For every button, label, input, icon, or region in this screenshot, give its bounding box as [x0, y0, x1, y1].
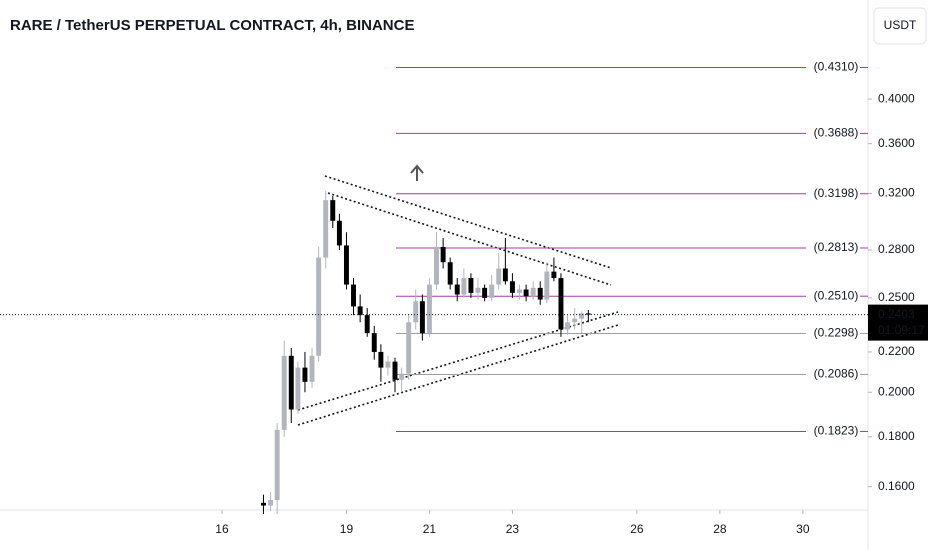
candle-body [537, 287, 543, 300]
candle-body [392, 361, 398, 380]
y-tick-label: 0.1600 [878, 479, 915, 493]
candle-body [336, 220, 342, 246]
y-tick-label: 0.3200 [878, 186, 915, 200]
candle-body [406, 322, 412, 374]
candle-body [364, 315, 370, 334]
level-label: (0.2813) [814, 240, 859, 254]
candle-body [530, 287, 536, 297]
arrow-head [410, 164, 424, 174]
y-tick-label: 0.2800 [878, 242, 915, 256]
y-tick-label: 0.2500 [878, 290, 915, 304]
candle-body [585, 313, 591, 315]
currency-button-frame[interactable] [873, 7, 927, 45]
countdown-label: 01:09:17 [878, 323, 925, 337]
candle-body [378, 351, 384, 368]
y-tick-label: 0.2000 [878, 384, 915, 398]
candle-body [323, 200, 329, 258]
level-label: (0.3688) [814, 126, 859, 140]
up-arrow [410, 164, 424, 181]
x-tick-label: 26 [630, 522, 644, 536]
candle-body [475, 287, 481, 293]
candle-body [426, 284, 432, 334]
candle-body [385, 361, 391, 368]
level-label: (0.1823) [814, 424, 859, 438]
x-tick-label: 28 [713, 522, 727, 536]
y-tick-label: 0.2200 [878, 344, 915, 358]
candle-body [565, 322, 571, 330]
candle-body [572, 318, 578, 323]
candle-body [496, 268, 502, 285]
candle-body [489, 284, 495, 298]
level-label: (0.2510) [814, 288, 859, 302]
candle-body [357, 306, 363, 316]
trend-line [327, 192, 612, 286]
candle-body [309, 355, 315, 382]
candle-body [544, 271, 550, 300]
trend-line [297, 311, 619, 411]
candle-body [399, 373, 405, 380]
last-price-label: 0.2403 [878, 307, 915, 321]
candle-body [447, 262, 453, 285]
candle-body [440, 246, 446, 263]
last-price-box [868, 304, 928, 341]
x-tick-label: 23 [506, 522, 520, 536]
x-tick-label: 30 [796, 522, 810, 536]
y-tick-label: 0.3600 [878, 136, 915, 150]
x-tick-label: 19 [340, 522, 354, 536]
level-label: (0.2086) [814, 367, 859, 381]
candle-body [419, 301, 425, 334]
candle-body [274, 429, 280, 501]
candle-body [343, 245, 349, 285]
candle-body [295, 367, 301, 410]
currency-label[interactable]: USDT [884, 18, 917, 32]
candle-body [371, 333, 377, 352]
candle-body [502, 268, 508, 282]
candle-body [461, 278, 467, 295]
trend-line [297, 324, 619, 426]
candle-body [434, 246, 439, 285]
candle-body [316, 257, 322, 356]
level-label: (0.2298) [814, 326, 859, 340]
trend-lines [297, 175, 619, 426]
candle-body [302, 367, 308, 382]
candle-body [330, 200, 336, 221]
x-tick-label: 16 [215, 522, 229, 536]
candle-body [413, 301, 419, 323]
candle-body [579, 313, 585, 319]
currency-button[interactable]: USDT [873, 7, 927, 45]
x-tick-label: 21 [423, 522, 437, 536]
level-label: (0.3198) [814, 186, 859, 200]
candle-body [558, 278, 564, 330]
candle-body [482, 287, 488, 298]
candle-body [509, 281, 515, 293]
candle-body [517, 289, 522, 293]
candle-body [551, 271, 557, 279]
trend-line [324, 175, 612, 269]
chart-title: RARE / TetherUS PERPETUAL CONTRACT, 4h, … [10, 17, 414, 34]
y-tick-label: 0.1800 [878, 429, 915, 443]
candle-body [351, 284, 356, 307]
candle-body [268, 500, 273, 506]
candle-body [523, 289, 529, 297]
y-tick-label: 0.4000 [878, 91, 915, 105]
candle-body [281, 355, 287, 430]
candle-body [261, 502, 266, 506]
candle-body [454, 284, 460, 295]
candle-body [468, 278, 474, 293]
candle-body [288, 355, 294, 410]
level-label: (0.4310) [814, 60, 859, 74]
